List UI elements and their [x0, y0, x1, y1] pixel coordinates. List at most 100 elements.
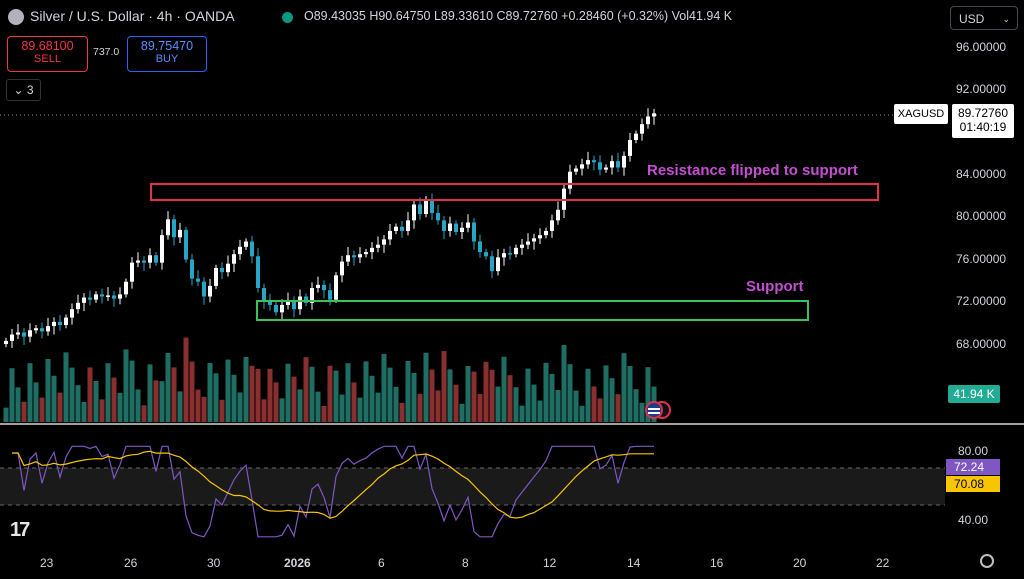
candle-body	[364, 252, 368, 255]
candle-body	[82, 297, 86, 303]
sell-button[interactable]: 89.68100 SELL	[7, 36, 88, 72]
candle-body	[22, 332, 26, 337]
volume-bar	[177, 391, 183, 422]
time-axis-label: 2026	[284, 556, 311, 570]
volume-tag: 41.94 K	[948, 385, 1000, 403]
volume-bar	[81, 402, 87, 422]
candle-body	[376, 244, 380, 248]
volume-bar	[345, 363, 351, 422]
candle-body	[280, 304, 284, 313]
candle-body	[58, 321, 62, 326]
volume-bar	[489, 369, 495, 422]
candle-body	[88, 297, 92, 300]
volume-bar	[9, 368, 15, 422]
last-price-value: 89.72760	[957, 106, 1009, 120]
volume-bar	[129, 360, 135, 422]
volume-bar	[51, 375, 57, 422]
volume-bar	[93, 381, 99, 422]
gear-icon[interactable]	[980, 554, 994, 568]
volume-bar	[363, 361, 369, 422]
candle-body	[40, 328, 44, 332]
time-axis-label: 6	[378, 556, 385, 570]
candle-body	[220, 267, 224, 273]
volume-bar	[429, 369, 435, 422]
candle-body	[70, 309, 74, 318]
candle-body	[184, 229, 188, 260]
resistance-annotation[interactable]: Resistance flipped to support	[647, 162, 858, 179]
volume-bar	[165, 353, 171, 422]
time-axis-label: 14	[627, 556, 641, 570]
volume-bar	[627, 366, 633, 422]
volume-bar	[45, 359, 51, 422]
volume-bars	[3, 337, 657, 422]
candle-body	[496, 257, 500, 272]
candle-body	[646, 116, 650, 125]
symbol-title[interactable]: Silver / U.S. Dollar · 4h · OANDA	[30, 8, 235, 24]
indicators-toggle-button[interactable]: ⌄ 3	[6, 79, 41, 101]
candle-body	[520, 244, 524, 248]
volume-bar	[375, 392, 381, 422]
rsi-axis-label: 40.00	[958, 513, 989, 527]
candle-body	[514, 247, 518, 255]
buy-button[interactable]: 89.75470 BUY	[127, 36, 207, 72]
volume-bar	[573, 390, 579, 422]
volume-bar	[99, 399, 105, 422]
rsi-axis-label: 80.00	[958, 444, 989, 458]
volume-bar	[39, 397, 45, 422]
volume-bar	[513, 387, 519, 422]
tradingview-logo-icon[interactable]: 17	[10, 519, 30, 541]
candle-body	[568, 171, 572, 189]
volume-bar	[621, 353, 627, 422]
volume-bar	[405, 361, 411, 422]
time-axis-label: 23	[40, 556, 54, 570]
candle-body	[64, 317, 68, 326]
price-axis-label: 76.00000	[956, 252, 1007, 266]
volume-bar	[597, 398, 603, 422]
volume-bar	[237, 392, 243, 422]
buy-price: 89.75470	[140, 39, 194, 53]
candle-body	[16, 332, 20, 335]
volume-bar	[267, 368, 273, 422]
candle-body	[424, 199, 428, 215]
candle-body	[136, 260, 140, 263]
candle-body	[526, 241, 530, 245]
sell-label: SELL	[34, 53, 61, 65]
support-annotation[interactable]: Support	[746, 278, 804, 295]
event-flags-icon[interactable]	[645, 401, 671, 419]
candle-body	[460, 227, 464, 232]
volume-bar	[447, 369, 453, 422]
volume-bar	[249, 365, 255, 422]
ohlc-values: O89.43035 H90.64750 L89.33610 C89.72760 …	[304, 9, 733, 23]
time-axis-label: 30	[207, 556, 221, 570]
candle-body	[592, 160, 596, 163]
volume-bar	[303, 357, 309, 422]
candle-body	[634, 133, 638, 141]
support-zone[interactable]	[256, 300, 809, 321]
resistance-zone[interactable]	[150, 183, 879, 201]
candle-body	[502, 253, 506, 258]
candle-body	[580, 164, 584, 169]
bar-countdown: 01:40:19	[959, 120, 1007, 134]
volume-bar	[153, 380, 159, 422]
candle-body	[154, 255, 158, 263]
rsi-ma-tag: 70.08	[946, 476, 1000, 492]
rsi-indicator	[12, 445, 654, 538]
candle-body	[412, 204, 416, 221]
volume-bar	[33, 382, 39, 422]
volume-bar	[159, 381, 165, 422]
candle-body	[124, 281, 128, 295]
volume-bar	[27, 363, 33, 422]
candle-body	[142, 260, 146, 263]
volume-bar	[195, 389, 201, 422]
candle-body	[478, 241, 482, 253]
candle-body	[34, 328, 38, 331]
candle-body	[214, 267, 218, 286]
candle-body	[322, 284, 326, 291]
currency-select[interactable]: USD ⌄	[950, 6, 1018, 30]
volume-bar	[465, 366, 471, 422]
volume-bar	[549, 374, 555, 422]
candle-body	[172, 219, 176, 238]
volume-bar	[123, 349, 129, 422]
volume-bar	[477, 394, 483, 422]
